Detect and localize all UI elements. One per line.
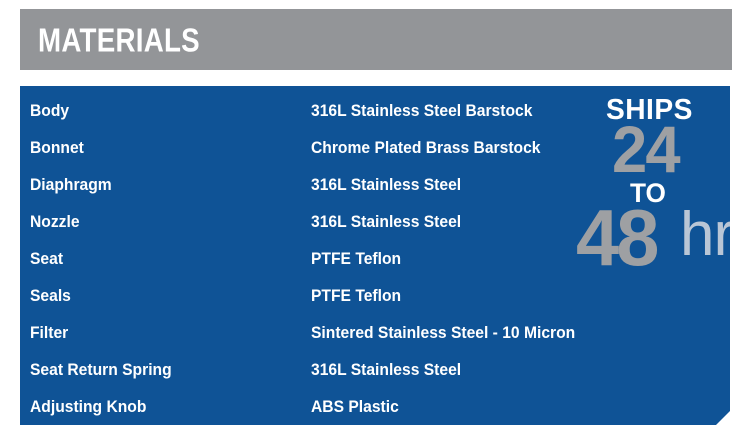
- material-value: ABS Plastic: [311, 397, 399, 416]
- table-row: Seat Return Spring 316L Stainless Steel: [20, 351, 730, 388]
- materials-panel: Body 316L Stainless Steel Barstock Bonne…: [20, 86, 730, 425]
- material-value: PTFE Teflon: [311, 286, 402, 305]
- material-value: PTFE Teflon: [311, 249, 402, 268]
- table-row: Body 316L Stainless Steel Barstock: [20, 92, 730, 129]
- table-row: Diaphragm 316L Stainless Steel: [20, 166, 730, 203]
- table-row: Filter Sintered Stainless Steel - 10 Mic…: [20, 314, 730, 351]
- material-name: Adjusting Knob: [30, 397, 147, 416]
- material-name: Bonnet: [30, 138, 84, 157]
- material-name: Diaphragm: [30, 175, 112, 194]
- table-row: Seals PTFE Teflon: [20, 277, 730, 314]
- table-row: Bonnet Chrome Plated Brass Barstock: [20, 129, 730, 166]
- material-value: 316L Stainless Steel Barstock: [311, 101, 533, 120]
- table-row: Seat PTFE Teflon: [20, 240, 730, 277]
- header-bar: MATERIALS: [20, 9, 732, 70]
- material-value: 316L Stainless Steel: [311, 360, 462, 379]
- material-value: 316L Stainless Steel: [311, 175, 462, 194]
- table-row: Nozzle 316L Stainless Steel: [20, 203, 730, 240]
- material-name: Body: [30, 101, 70, 120]
- material-name: Seat Return Spring: [30, 360, 172, 379]
- material-name: Seat: [30, 249, 64, 268]
- page-title: MATERIALS: [38, 21, 200, 58]
- material-value: Sintered Stainless Steel - 10 Micron: [311, 323, 576, 342]
- table-row: Adjusting Knob ABS Plastic: [20, 388, 730, 425]
- material-name: Seals: [30, 286, 71, 305]
- material-name: Nozzle: [30, 212, 80, 231]
- material-value: Chrome Plated Brass Barstock: [311, 138, 541, 157]
- material-name: Filter: [30, 323, 69, 342]
- materials-table: Body 316L Stainless Steel Barstock Bonne…: [20, 86, 730, 425]
- material-value: 316L Stainless Steel: [311, 212, 462, 231]
